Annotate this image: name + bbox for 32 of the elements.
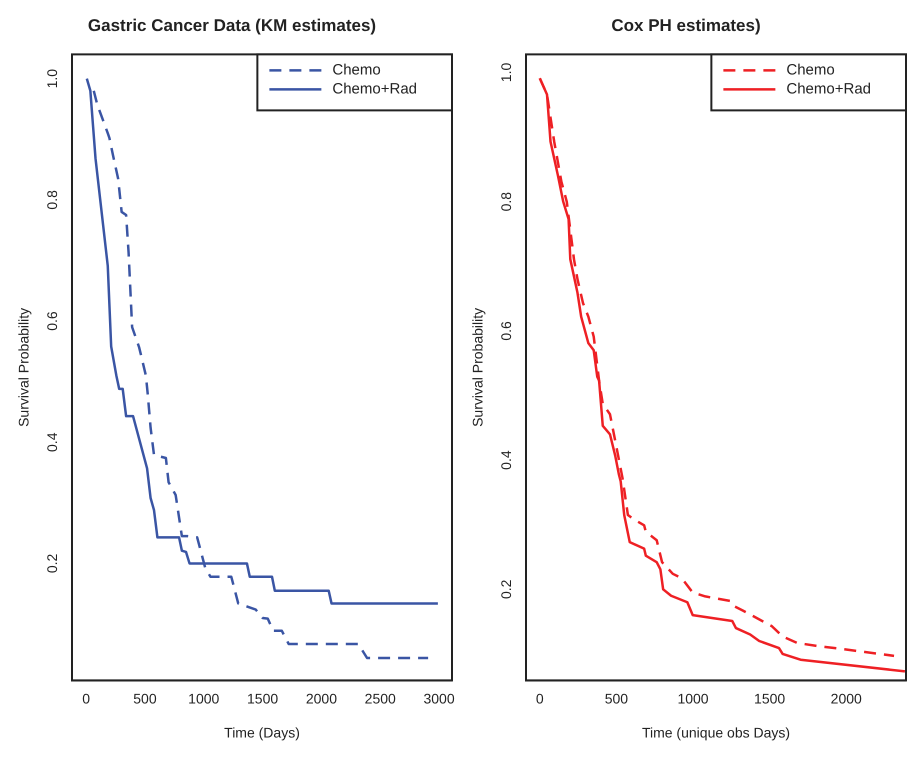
y-tick-label: 0.4 <box>44 432 60 452</box>
y-tick-label: 0.8 <box>498 192 514 212</box>
x-tick-label: 1500 <box>247 690 278 707</box>
x-tick-label: 2000 <box>830 690 862 707</box>
y-tick-label: 0.4 <box>498 450 514 470</box>
y-axis-title: Survival Probability <box>15 308 32 427</box>
x-tick-label: 1500 <box>754 690 786 707</box>
x-tick-label: 0 <box>536 690 544 707</box>
x-tick-label: 2000 <box>306 690 338 707</box>
x-tick-label: 1000 <box>677 690 709 707</box>
y-tick-label: 1.0 <box>44 68 60 88</box>
y-tick-label: 0.6 <box>498 320 514 341</box>
legend-label: Chemo <box>786 62 835 79</box>
x-tick-label: 1000 <box>188 690 220 707</box>
y-tick-label: 0.6 <box>44 311 60 331</box>
x-tick-label: 0 <box>82 690 90 707</box>
x-tick-label: 3000 <box>423 690 455 707</box>
y-tick-label: 0.8 <box>44 190 60 210</box>
x-tick-label: 500 <box>133 690 157 707</box>
x-axis-title: Time (Days) <box>224 724 300 740</box>
legend-label: Chemo <box>332 62 381 79</box>
y-tick-label: 0.2 <box>498 579 514 600</box>
legend-label: Chemo+Rad <box>332 80 418 98</box>
legend-label: Chemo+Rad <box>786 80 872 98</box>
y-tick-label: 0.2 <box>44 554 60 574</box>
x-axis-title: Time (unique obs Days) <box>642 724 790 740</box>
y-tick-label: 1.0 <box>498 62 514 82</box>
x-tick-label: 500 <box>604 690 628 707</box>
chart-title: Gastric Cancer Data (KM estimates) <box>88 16 376 35</box>
y-axis-title: Survival Probability <box>469 308 486 427</box>
x-tick-label: 2500 <box>364 690 396 707</box>
chart-title: Cox PH estimates) <box>611 16 761 35</box>
